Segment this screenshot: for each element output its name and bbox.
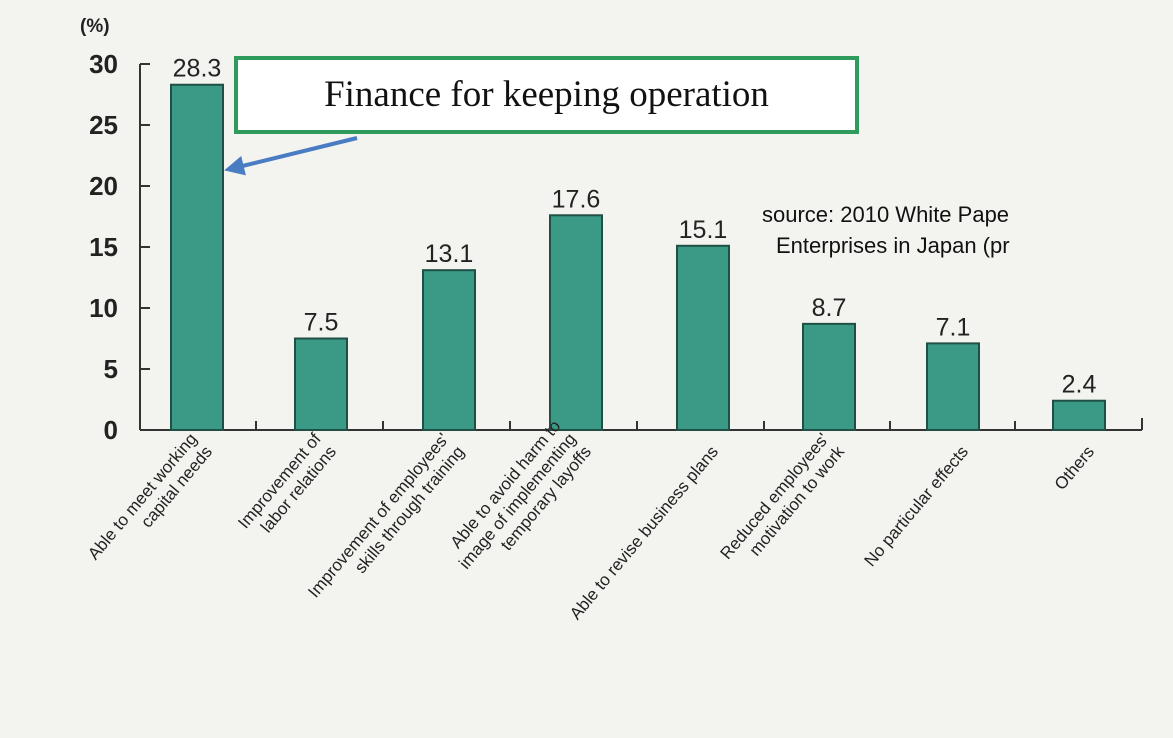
callout-arrow: [224, 136, 358, 176]
bar: [422, 269, 476, 431]
bar: [549, 214, 603, 431]
category-label-line: Others: [1051, 442, 1098, 493]
category-label-line: Able to meet working: [84, 430, 201, 564]
source-line-1: source: 2010 White Pape: [762, 202, 1010, 227]
y-tick-label: 5: [104, 354, 118, 384]
bar: [802, 322, 856, 431]
bar-value-label: 7.5: [304, 309, 339, 337]
bar-value-label: 2.4: [1062, 371, 1097, 399]
category-label-line: image of implementing: [455, 430, 579, 573]
y-tick-label: 20: [89, 171, 118, 201]
category-label: No particular effects: [861, 442, 973, 570]
y-tick-label: 30: [89, 49, 118, 79]
bar-value-label: 15.1: [679, 216, 728, 244]
y-axis-unit-label: (%): [80, 16, 110, 37]
bar: [926, 342, 980, 432]
bar: [170, 83, 224, 432]
bar: [294, 337, 348, 431]
source-line-2: Enterprises in Japan (pr: [776, 233, 1010, 258]
callout-text: Finance for keeping operation: [324, 74, 769, 115]
bar-value-label: 28.3: [173, 55, 222, 83]
bar-value-label: 8.7: [812, 294, 847, 322]
category-label-line: Able to revise business plans: [566, 442, 722, 623]
callout-box: Finance for keeping operation: [234, 56, 859, 134]
category-label: Others: [1051, 442, 1098, 493]
y-tick-label: 15: [89, 232, 118, 262]
category-label: Reduced employees'motivation to work: [716, 430, 848, 563]
category-label: Able to revise business plans: [566, 442, 722, 623]
category-label-line: Reduced employees': [716, 430, 832, 563]
bar-value-label: 7.1: [936, 313, 971, 341]
y-tick-label: 10: [89, 293, 118, 323]
bar: [676, 244, 730, 431]
source-note: source: 2010 White Pape Enterprises in J…: [762, 199, 1173, 261]
y-tick-label: 0: [104, 415, 118, 445]
bar-value-label: 13.1: [425, 240, 474, 268]
bar-value-label: 17.6: [552, 185, 601, 213]
bar: [1052, 399, 1106, 432]
y-tick-label: 25: [89, 110, 118, 140]
category-label-line: No particular effects: [861, 442, 973, 570]
